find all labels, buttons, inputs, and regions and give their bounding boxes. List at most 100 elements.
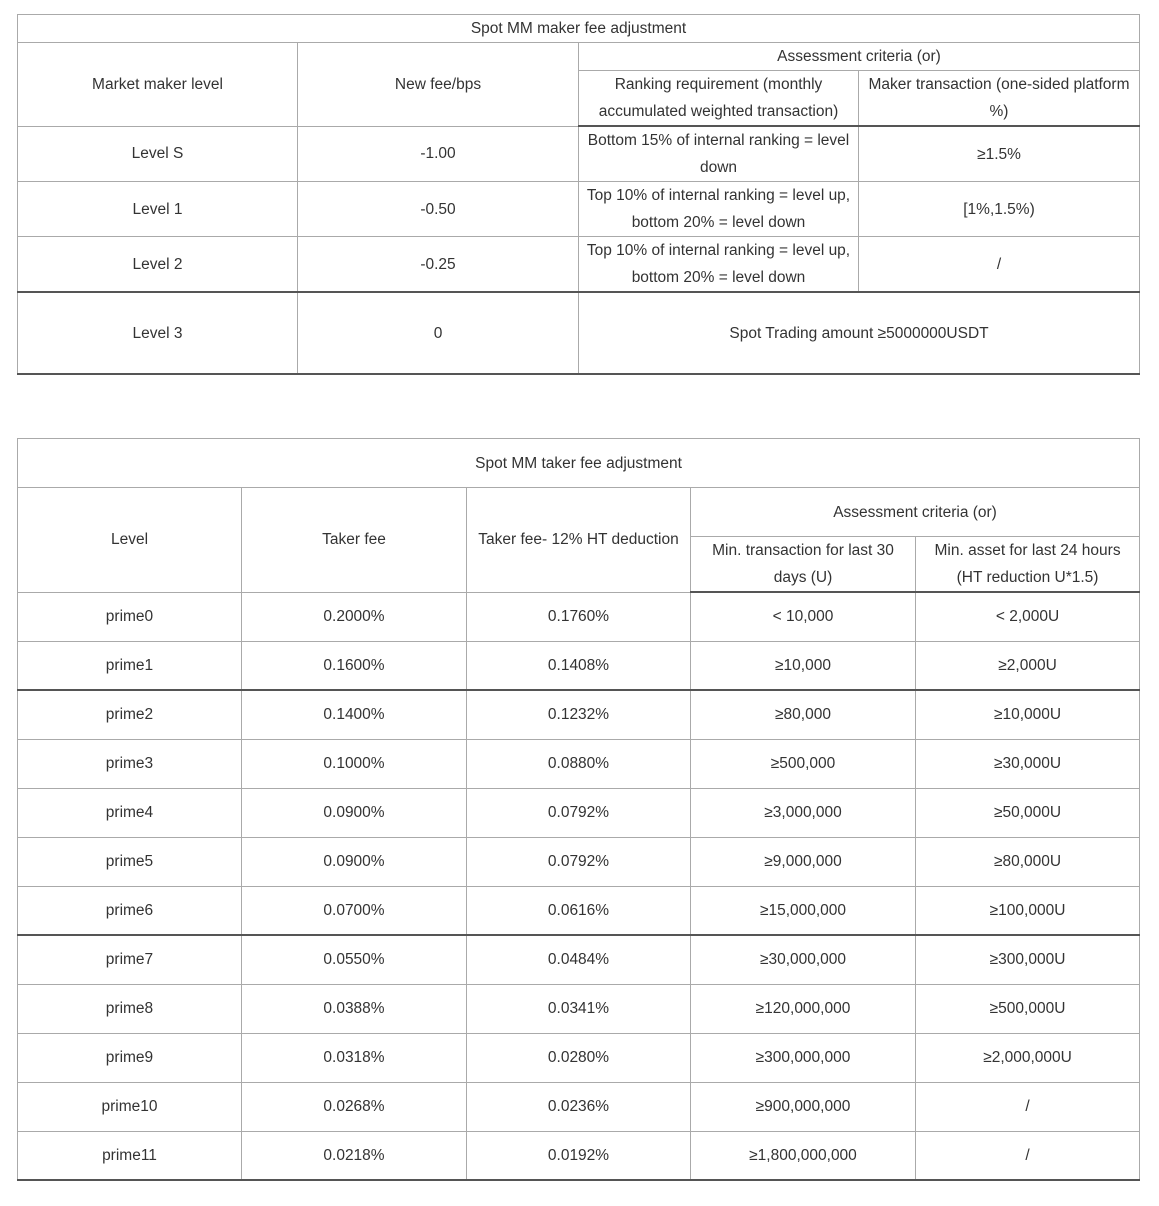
cell-min-asset: ≥2,000,000U — [914, 1032, 1141, 1083]
header-min-asset: Min. asset for last 24 hours (HT reducti… — [914, 536, 1141, 593]
cell-min-asset: ≥30,000U — [914, 738, 1141, 789]
table-row: prime7 0.0550% 0.0484% ≥30,000,000 ≥300,000U — [17, 934, 1141, 985]
table-row: prime4 0.0900% 0.0792% ≥3,000,000 ≥50,000U — [17, 787, 1141, 838]
cell-maker: [1%,1.5%) — [858, 181, 1140, 237]
cell-deduction: 0.1232% — [466, 689, 691, 740]
cell-min-tx: ≥300,000,000 — [690, 1032, 916, 1083]
table-row: prime2 0.1400% 0.1232% ≥80,000 ≥10,000U — [17, 689, 1141, 740]
table-row: prime6 0.0700% 0.0616% ≥15,000,000 ≥100,000U — [17, 885, 1141, 936]
cell-min-tx: < 10,000 — [690, 591, 916, 642]
cell-deduction: 0.0280% — [466, 1032, 691, 1083]
cell-ranking: Bottom 15% of internal ranking = level d… — [578, 125, 859, 182]
cell-level: prime10 — [17, 1081, 242, 1132]
cell-level: prime9 — [17, 1032, 242, 1083]
cell-maker: / — [858, 236, 1140, 293]
cell-min-asset: < 2,000U — [914, 591, 1141, 642]
cell-taker-fee: 0.0318% — [241, 1032, 467, 1083]
cell-taker-fee: 0.1000% — [241, 738, 467, 789]
header-ranking: Ranking requirement (monthly accumulated… — [578, 70, 859, 127]
cell-min-asset: ≥80,000U — [914, 836, 1141, 887]
header-deduction: Taker fee- 12% HT deduction — [466, 487, 691, 593]
taker-table-title: Spot MM taker fee adjustment — [16, 438, 1141, 488]
cell-deduction: 0.0236% — [466, 1081, 691, 1132]
cell-min-asset: ≥50,000U — [914, 787, 1141, 838]
table-row: Level S -1.00 Bottom 15% of internal ranki… — [17, 125, 1140, 182]
cell-fee: 0 — [297, 291, 579, 375]
cell-min-asset: ≥300,000U — [914, 934, 1141, 985]
cell-level: prime5 — [17, 836, 242, 887]
cell-maker: ≥1.5% — [858, 125, 1140, 182]
cell-taker-fee: 0.2000% — [241, 591, 467, 642]
cell-fee: -1.00 — [297, 125, 579, 182]
cell-level: prime6 — [17, 885, 242, 936]
cell-min-tx: ≥500,000 — [690, 738, 916, 789]
cell-min-tx: ≥10,000 — [690, 640, 916, 691]
cell-min-asset: / — [914, 1081, 1141, 1132]
header-taker-fee: Taker fee — [241, 487, 467, 593]
cell-level: prime7 — [17, 934, 242, 985]
table-row: prime0 0.2000% 0.1760% < 10,000 < 2,000U — [17, 591, 1141, 642]
cell-deduction: 0.0616% — [466, 885, 691, 936]
cell-taker-fee: 0.0700% — [241, 885, 467, 936]
cell-level: prime8 — [17, 983, 242, 1034]
cell-min-tx: ≥9,000,000 — [690, 836, 916, 887]
cell-taker-fee: 0.0388% — [241, 983, 467, 1034]
cell-level: prime2 — [17, 689, 242, 740]
maker-fee-table: Spot MM maker fee adjustment Market make… — [17, 14, 1140, 375]
cell-min-tx: ≥30,000,000 — [690, 934, 916, 985]
cell-min-tx: ≥120,000,000 — [690, 983, 916, 1034]
table-row: prime8 0.0388% 0.0341% ≥120,000,000 ≥500,000… — [17, 983, 1141, 1034]
table-row: prime11 0.0218% 0.0192% ≥1,800,000,000/ — [17, 1130, 1141, 1181]
cell-deduction: 0.0792% — [466, 836, 691, 887]
cell-min-tx: ≥1,800,000,000 — [690, 1130, 916, 1181]
header-fee: New fee/bps — [297, 42, 579, 127]
table-row: Level 2 -0.25 Top 10% of internal ranking … — [17, 236, 1140, 293]
cell-min-asset: / — [914, 1130, 1141, 1181]
cell-deduction: 0.1408% — [466, 640, 691, 691]
table-row: prime1 0.1600% 0.1408% ≥10,000 ≥2,000U — [17, 640, 1141, 691]
table-row: Level 1 -0.50 Top 10% of internal ranking … — [17, 181, 1140, 237]
cell-level: prime11 — [17, 1130, 242, 1181]
cell-taker-fee: 0.0900% — [241, 787, 467, 838]
table-row: prime5 0.0900% 0.0792% ≥9,000,000 ≥80,000U — [17, 836, 1141, 887]
cell-level: prime4 — [17, 787, 242, 838]
cell-deduction: 0.0484% — [466, 934, 691, 985]
cell-taker-fee: 0.0268% — [241, 1081, 467, 1132]
cell-level: Level 2 — [17, 236, 298, 293]
cell-fee: -0.50 — [297, 181, 579, 237]
header-criteria: Assessment criteria (or) — [689, 487, 1141, 537]
cell-deduction: 0.0880% — [466, 738, 691, 789]
cell-level: prime3 — [17, 738, 242, 789]
cell-min-tx: ≥80,000 — [690, 689, 916, 740]
header-level: Level — [17, 487, 242, 593]
cell-taker-fee: 0.0550% — [241, 934, 467, 985]
cell-min-asset: ≥500,000U — [914, 983, 1141, 1034]
header-criteria: Assessment criteria (or) — [578, 42, 1140, 71]
cell-criteria: Spot Trading amount ≥5000000USDT — [578, 291, 1140, 375]
cell-level: Level 1 — [17, 181, 298, 237]
cell-min-asset: ≥2,000U — [914, 640, 1141, 691]
cell-min-asset: ≥100,000U — [914, 885, 1141, 936]
header-level: Market maker level — [17, 42, 298, 127]
cell-min-tx: ≥900,000,000 — [690, 1081, 916, 1132]
cell-ranking: Top 10% of internal ranking = level up, … — [578, 181, 859, 237]
header-min-tx: Min. transaction for last 30 days (U) — [690, 536, 916, 593]
cell-taker-fee: 0.1400% — [241, 689, 467, 740]
table-row: prime9 0.0318% 0.0280% ≥300,000,000 ≥2,000,0… — [17, 1032, 1141, 1083]
cell-taker-fee: 0.1600% — [241, 640, 467, 691]
cell-deduction: 0.0341% — [466, 983, 691, 1034]
cell-fee: -0.25 — [297, 236, 579, 293]
cell-level: Level 3 — [17, 291, 298, 375]
header-maker: Maker transaction (one-sided platform %) — [858, 70, 1140, 127]
cell-taker-fee: 0.0218% — [241, 1130, 467, 1181]
table-row: prime3 0.1000% 0.0880% ≥500,000 ≥30,000U — [17, 738, 1141, 789]
cell-min-asset: ≥10,000U — [914, 689, 1141, 740]
cell-level: prime1 — [17, 640, 242, 691]
cell-level: prime0 — [17, 591, 242, 642]
cell-ranking: Top 10% of internal ranking = level up, … — [578, 236, 859, 293]
table-row: prime10 0.0268% 0.0236% ≥900,000,000/ — [17, 1081, 1141, 1132]
cell-deduction: 0.0192% — [466, 1130, 691, 1181]
taker-fee-table: Spot MM taker fee adjustment Level Taker… — [16, 438, 1141, 1181]
maker-table-title: Spot MM maker fee adjustment — [17, 14, 1140, 43]
cell-level: Level S — [17, 125, 298, 182]
